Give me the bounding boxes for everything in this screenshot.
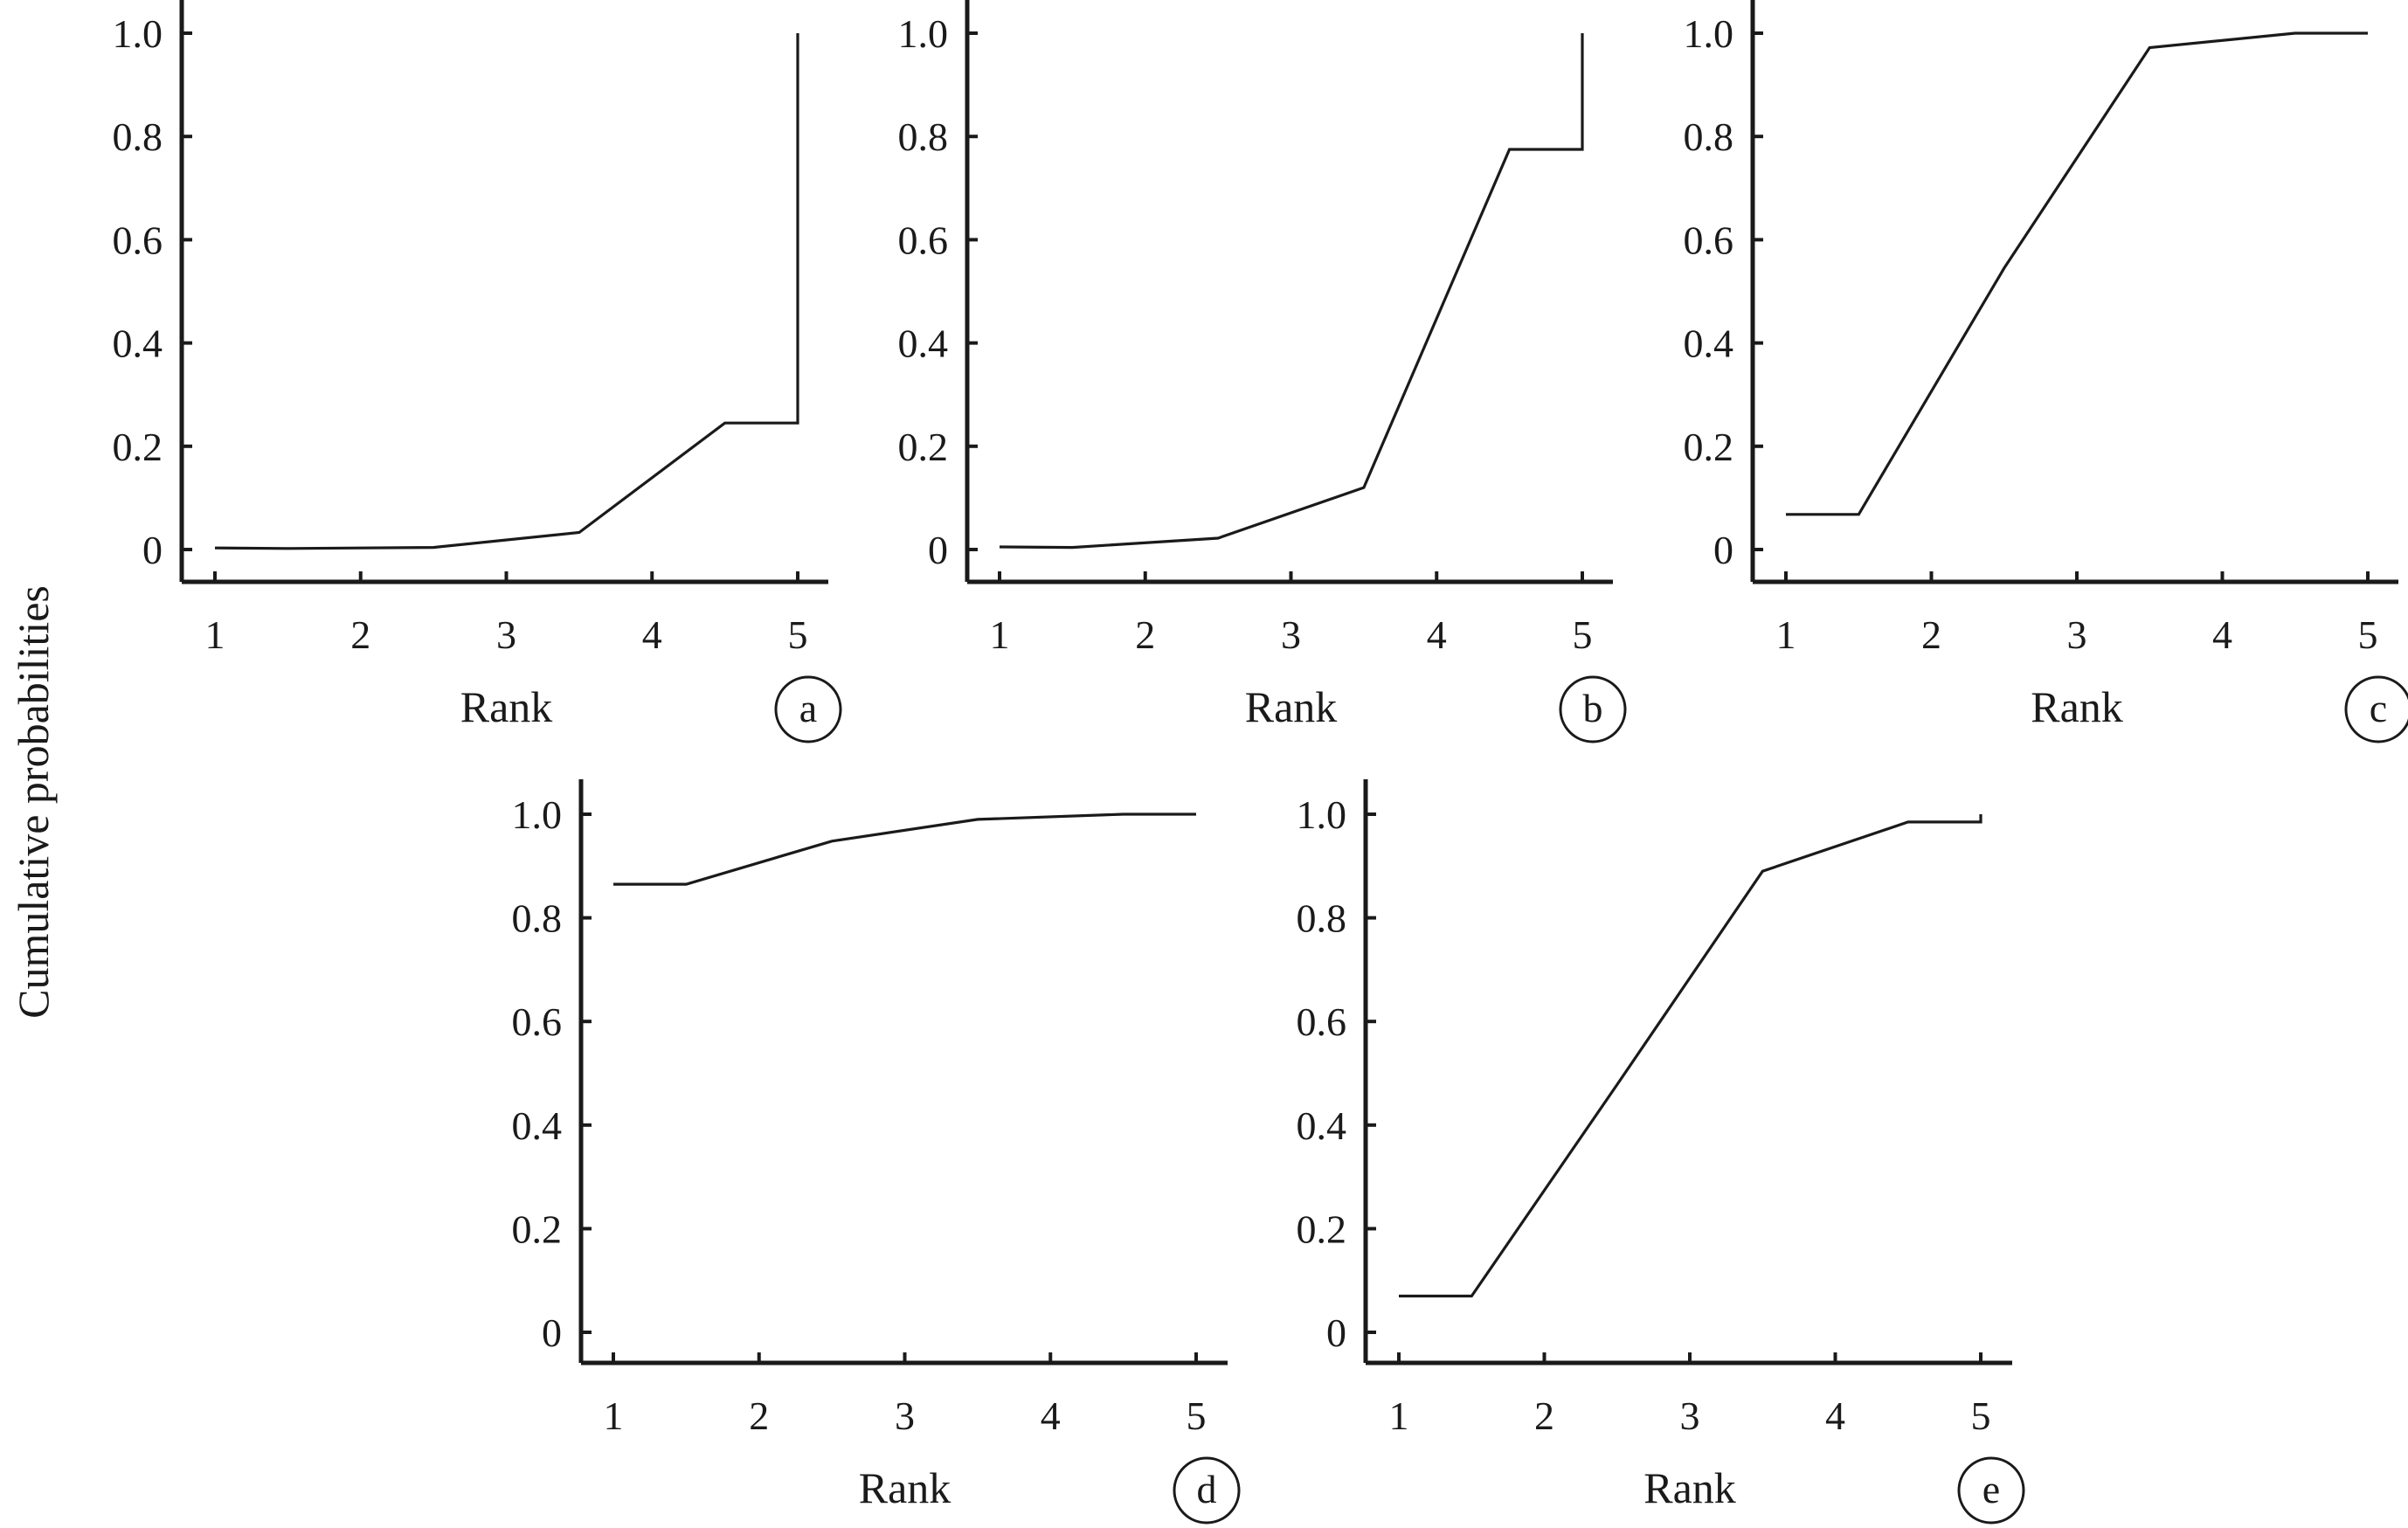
panel-b-y-tick-label-0: 0 — [928, 528, 948, 572]
panel-b-x-tick-label-5: 5 — [1573, 612, 1593, 657]
panel-a-series-line-1 — [214, 33, 799, 550]
panel-e-letter: e — [1982, 1467, 2000, 1511]
panel-c-y-tick-label-0.8: 0.8 — [1684, 114, 1734, 159]
panel-e-letter-circle — [1957, 1456, 2025, 1525]
panel-b-y-tick-label-1.0: 1.0 — [898, 11, 949, 56]
panel-d-series-line-1 — [613, 812, 1196, 886]
panel-b-x-tick-label-2: 2 — [1135, 612, 1155, 657]
panel-e-x-tick-label-3: 3 — [1680, 1393, 1700, 1438]
panel-d-x-tick-label-2: 2 — [749, 1393, 769, 1438]
panel-d-y-tick-label-0.8: 0.8 — [512, 896, 563, 941]
panel-a-letter-circle — [774, 675, 842, 743]
panel-c-x-axis-label: Rank — [2031, 682, 2123, 731]
panel-b-series-line-1 — [999, 33, 1584, 550]
panel-c-x-tick-label-1: 1 — [1776, 612, 1796, 657]
panel-c-x-tick-label-3: 3 — [2067, 612, 2087, 657]
panel-c-x-tick-label-2: 2 — [1921, 612, 1941, 657]
panel-d-y-tick-label-0: 0 — [542, 1310, 562, 1355]
shared-y-axis-label: Cumulative probabilities — [9, 585, 58, 1019]
panel-a-x-axis-label: Rank — [460, 682, 553, 731]
panel-e-x-axis-label: Rank — [1643, 1463, 1736, 1512]
panel-e-y-tick-label-0: 0 — [1326, 1310, 1346, 1355]
panel-e-x-tick-label-1: 1 — [1389, 1393, 1409, 1438]
panel-a-x-tick-label-2: 2 — [350, 612, 370, 657]
panel-b-x-tick-label-1: 1 — [990, 612, 1010, 657]
panel-d-x-tick-label-1: 1 — [604, 1393, 624, 1438]
panel-e-series-line-1 — [1399, 814, 1982, 1298]
panel-e-y-tick-label-0.2: 0.2 — [1297, 1206, 1347, 1251]
panel-d-y-tick-label-0.4: 0.4 — [512, 1103, 563, 1148]
panel-c-letter-circle — [2344, 675, 2408, 743]
chart-panel-c: 1 2 3 4 5 0 0.2 0.4 0.6 0.8 1.0 Rank c — [1684, 0, 2408, 743]
panel-c-y-tick-label-0.2: 0.2 — [1684, 425, 1734, 469]
panel-c-letter: c — [2370, 686, 2387, 730]
chart-panel-e: 1 2 3 4 5 0 0.2 0.4 0.6 0.8 1.0 Rank e — [1297, 779, 2025, 1525]
panel-a-x-tick-label-5: 5 — [788, 612, 808, 657]
chart-panel-a: 1 2 3 4 5 0 0.2 0.4 0.6 0.8 1.0 Rank a — [113, 0, 842, 743]
chart-panel-d: 1 2 3 4 5 0 0.2 0.4 0.6 0.8 1.0 Rank d — [512, 779, 1241, 1525]
panel-b-letter-circle — [1559, 675, 1627, 743]
panel-b-y-tick-label-0.4: 0.4 — [898, 322, 949, 366]
panel-d-y-tick-label-0.6: 0.6 — [512, 999, 563, 1044]
panel-c-y-tick-label-0.4: 0.4 — [1684, 322, 1734, 366]
panel-c-y-tick-label-0: 0 — [1713, 528, 1733, 572]
panel-c-series-line-1 — [1786, 31, 2368, 516]
panel-d-x-axis-label: Rank — [859, 1463, 951, 1512]
panel-d-y-tick-label-1.0: 1.0 — [512, 792, 563, 837]
panel-a-y-tick-label-0: 0 — [142, 528, 163, 572]
panel-a-y-tick-label-1.0: 1.0 — [113, 11, 163, 56]
panel-c-y-tick-label-0.6: 0.6 — [1684, 218, 1734, 262]
panel-d-letter: d — [1197, 1467, 1217, 1511]
panel-a-letter: a — [799, 686, 817, 730]
panel-d-y-tick-label-0.2: 0.2 — [512, 1206, 563, 1251]
panel-a-y-tick-label-0.2: 0.2 — [113, 425, 163, 469]
panel-a-y-tick-label-0.6: 0.6 — [113, 218, 163, 262]
panel-e-y-tick-label-0.6: 0.6 — [1297, 999, 1347, 1044]
panel-b-y-tick-label-0.6: 0.6 — [898, 218, 949, 262]
panel-b-x-tick-label-4: 4 — [1427, 612, 1447, 657]
panel-e-x-tick-label-2: 2 — [1534, 1393, 1554, 1438]
panel-c-y-tick-label-1.0: 1.0 — [1684, 11, 1734, 56]
panel-d-x-tick-label-3: 3 — [895, 1393, 915, 1438]
panel-a-x-tick-label-4: 4 — [642, 612, 662, 657]
panel-d-letter-circle — [1173, 1456, 1241, 1525]
panel-e-y-tick-label-0.4: 0.4 — [1297, 1103, 1347, 1148]
panel-b-x-tick-label-3: 3 — [1281, 612, 1301, 657]
panel-e-y-tick-label-1.0: 1.0 — [1297, 792, 1347, 837]
panel-b-y-tick-label-0.2: 0.2 — [898, 425, 949, 469]
panel-d-x-tick-label-5: 5 — [1187, 1393, 1207, 1438]
chart-panel-b: 1 2 3 4 5 0 0.2 0.4 0.6 0.8 1.0 Rank b — [898, 0, 1627, 743]
panel-d-x-tick-label-4: 4 — [1041, 1393, 1061, 1438]
panel-b-y-tick-label-0.8: 0.8 — [898, 114, 949, 159]
panel-a-y-tick-label-0.4: 0.4 — [113, 322, 163, 366]
panel-e-x-tick-label-5: 5 — [1971, 1393, 1991, 1438]
panel-a-y-tick-label-0.8: 0.8 — [113, 114, 163, 159]
panel-b-letter: b — [1583, 686, 1603, 730]
panel-b-x-axis-label: Rank — [1245, 682, 1338, 731]
panel-a-x-tick-label-3: 3 — [496, 612, 516, 657]
chart-panels: 1 2 3 4 5 0 0.2 0.4 0.6 0.8 1.0 Rank a 1 2 3 4 5 0 0.2 0.4 0.… — [113, 0, 2408, 1525]
panel-c-x-tick-label-5: 5 — [2358, 612, 2378, 657]
panel-e-x-tick-label-4: 4 — [1825, 1393, 1845, 1438]
panel-e-y-tick-label-0.8: 0.8 — [1297, 896, 1347, 941]
panel-a-x-tick-label-1: 1 — [205, 612, 225, 657]
panel-c-x-tick-label-4: 4 — [2212, 612, 2232, 657]
